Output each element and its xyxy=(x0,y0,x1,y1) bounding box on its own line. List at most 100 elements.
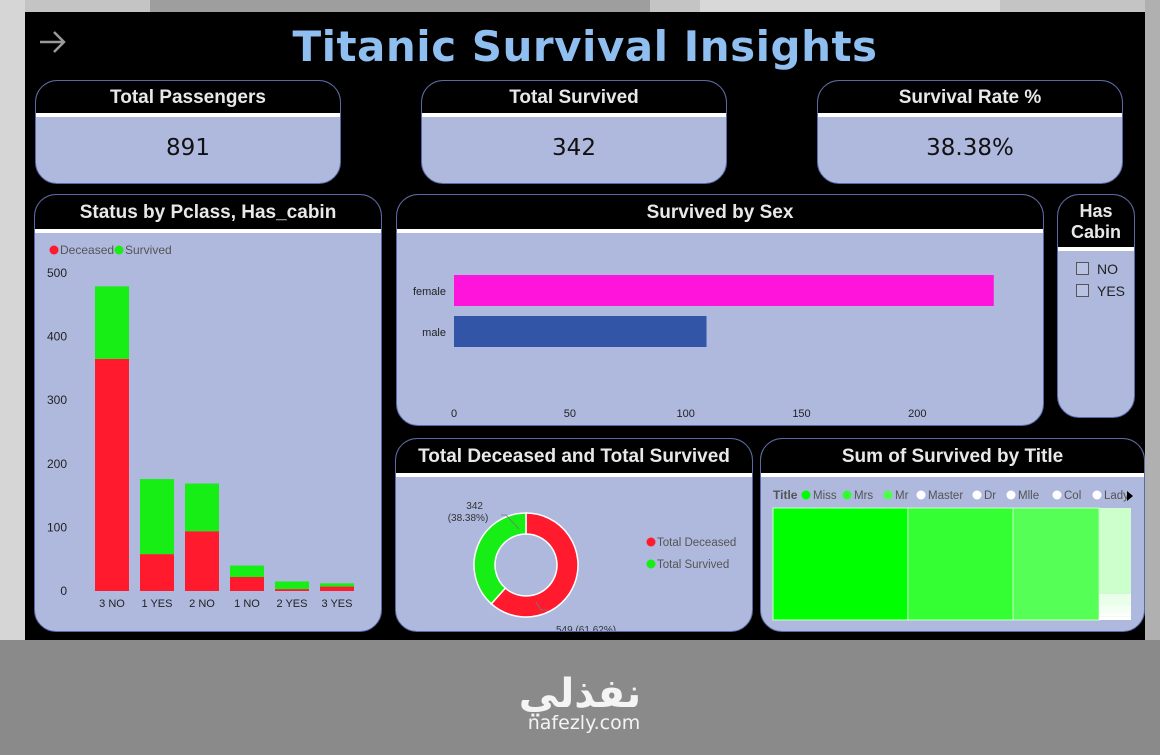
kpi-value: 891 xyxy=(166,135,210,161)
slicer-option-yes[interactable]: YES xyxy=(1076,283,1134,299)
treemap-cell-miss[interactable] xyxy=(772,507,909,621)
chart-title: Status by Pclass, Has_cabin xyxy=(35,195,381,233)
dashboard-canvas: Titanic Survival Insights Total Passenge… xyxy=(25,12,1145,640)
y-tick-label: 100 xyxy=(47,520,67,534)
slicer-option-no[interactable]: NO xyxy=(1076,261,1134,277)
x-tick-label: 150 xyxy=(792,408,810,420)
bar-survived[interactable] xyxy=(230,565,264,578)
chart-title: Survived by Sex xyxy=(397,195,1043,233)
legend-dot xyxy=(972,490,982,500)
bar-survived[interactable] xyxy=(320,583,354,587)
x-tick-label: 2 NO xyxy=(189,598,215,610)
legend-survived-dot xyxy=(114,245,124,255)
legend-dr[interactable]: Dr xyxy=(984,490,996,502)
x-tick-label: 0 xyxy=(451,408,457,420)
treemap-cell-master[interactable] xyxy=(1099,508,1131,594)
legend-title: Title xyxy=(773,488,798,502)
bar-deceased[interactable] xyxy=(140,554,174,591)
legend-total-deceased[interactable]: Total Deceased xyxy=(657,537,736,549)
treemap-cell-lady[interactable] xyxy=(1099,616,1131,620)
treemap-cell-mr[interactable] xyxy=(1012,507,1100,621)
x-tick-label: 1 YES xyxy=(142,598,173,610)
sex-bar-chart: female male 0 50 100 150 200 xyxy=(413,275,994,420)
kpi-value: 38.38% xyxy=(926,135,1014,161)
x-tick-label: 2 YES xyxy=(277,598,308,610)
legend-deceased-label[interactable]: Deceased xyxy=(60,243,114,257)
slice-total-deceased[interactable] xyxy=(490,512,579,618)
x-tick-label: 100 xyxy=(676,408,694,420)
legend-survived-dot xyxy=(646,559,656,569)
kpi-total-passengers: Total Passengers 891 xyxy=(35,80,341,184)
legend-survived-label[interactable]: Survived xyxy=(125,243,172,257)
bar-female[interactable] xyxy=(454,275,994,306)
bar-deceased[interactable] xyxy=(230,577,264,591)
y-tick-label: 400 xyxy=(47,330,67,344)
kpi-label: Total Survived xyxy=(422,81,726,117)
bar-survived[interactable] xyxy=(185,483,219,532)
legend-mlle[interactable]: Mlle xyxy=(1018,490,1039,502)
legend-dot xyxy=(1092,490,1102,500)
status-bar-chart: Deceased Survived 0 100 200 300 400 500 3 NO 1… xyxy=(47,243,354,610)
title-treemap: Title Miss Mrs Mr Master Dr Mlle Col Lady xyxy=(772,488,1133,621)
bar-survived[interactable] xyxy=(95,286,129,359)
slicer-option-label: YES xyxy=(1097,283,1126,299)
y-tick-label: 200 xyxy=(47,457,67,471)
legend-dot xyxy=(916,490,926,500)
legend-dot xyxy=(1052,490,1062,500)
treemap-cell-dr[interactable] xyxy=(1099,593,1131,606)
donut-chart: 342 (38.38%) 549 (61.62%) Total Deceased… xyxy=(448,501,737,632)
back-arrow-icon[interactable] xyxy=(37,26,69,58)
kpi-label: Survival Rate % xyxy=(818,81,1122,117)
y-tick-label: 0 xyxy=(60,584,67,598)
legend-deceased-dot xyxy=(49,245,59,255)
treemap-cell-mrs[interactable] xyxy=(907,507,1014,621)
has-cabin-slicer: Has Cabin NO YES xyxy=(1057,194,1135,418)
kpi-value: 342 xyxy=(552,135,596,161)
legend-miss[interactable]: Miss xyxy=(813,490,837,502)
bar-survived[interactable] xyxy=(275,581,309,590)
x-tick-label: 3 YES xyxy=(322,598,353,610)
legend-total-survived[interactable]: Total Survived xyxy=(657,559,729,571)
legend-dot xyxy=(1006,490,1016,500)
slicer-title-line1: Has xyxy=(1079,201,1113,221)
bar-deceased[interactable] xyxy=(320,586,354,591)
x-tick-label: 50 xyxy=(564,408,576,420)
slicer-title: Has Cabin xyxy=(1058,195,1134,251)
slice-total-survived[interactable] xyxy=(473,512,527,605)
data-label-deceased: 549 (61.62%) xyxy=(556,625,616,632)
bar-deceased[interactable] xyxy=(275,589,309,591)
y-tick-label: 300 xyxy=(47,393,67,407)
legend-deceased-dot xyxy=(646,537,656,547)
brand-arabic: نفذلي xyxy=(518,671,642,717)
legend-lady[interactable]: Lady xyxy=(1104,490,1129,502)
survived-by-sex-card: Survived by Sex female male 0 50 100 150 200 xyxy=(396,194,1044,426)
brand-url: nafezly.com xyxy=(527,712,641,734)
checkbox-icon[interactable] xyxy=(1076,262,1089,275)
bar-deceased[interactable] xyxy=(95,358,129,591)
legend-col[interactable]: Col xyxy=(1064,490,1081,502)
chart-title: Total Deceased and Total Survived xyxy=(396,439,752,477)
kpi-total-survived: Total Survived 342 xyxy=(421,80,727,184)
status-by-pclass-card: Status by Pclass, Has_cabin Deceased Sur… xyxy=(34,194,382,632)
legend-next-arrow-icon[interactable] xyxy=(1127,491,1133,501)
y-tick-label: female xyxy=(413,286,446,298)
treemap-cell-mlle[interactable] xyxy=(1099,605,1131,613)
legend-master[interactable]: Master xyxy=(928,490,963,502)
x-tick-label: 3 NO xyxy=(99,598,125,610)
legend-mrs[interactable]: Mrs xyxy=(854,490,873,502)
y-tick-label: male xyxy=(422,327,446,339)
deceased-survived-card: Total Deceased and Total Survived 342 (3… xyxy=(395,438,753,632)
brand-logo: نفذلي nafezly.com xyxy=(0,672,1160,734)
slicer-title-line2: Cabin xyxy=(1070,222,1121,242)
treemap-cell-col[interactable] xyxy=(1099,612,1131,617)
checkbox-icon[interactable] xyxy=(1076,284,1089,297)
bar-survived[interactable] xyxy=(140,479,174,555)
data-label-survived: 342 (38.38%) xyxy=(448,501,489,524)
x-tick-label: 1 NO xyxy=(234,598,260,610)
legend-mr[interactable]: Mr xyxy=(895,490,909,502)
legend-dot xyxy=(883,490,893,500)
bar-deceased[interactable] xyxy=(185,531,219,591)
chart-title: Sum of Survived by Title xyxy=(761,439,1144,477)
bar-male[interactable] xyxy=(454,316,707,347)
slicer-option-label: NO xyxy=(1097,261,1118,277)
